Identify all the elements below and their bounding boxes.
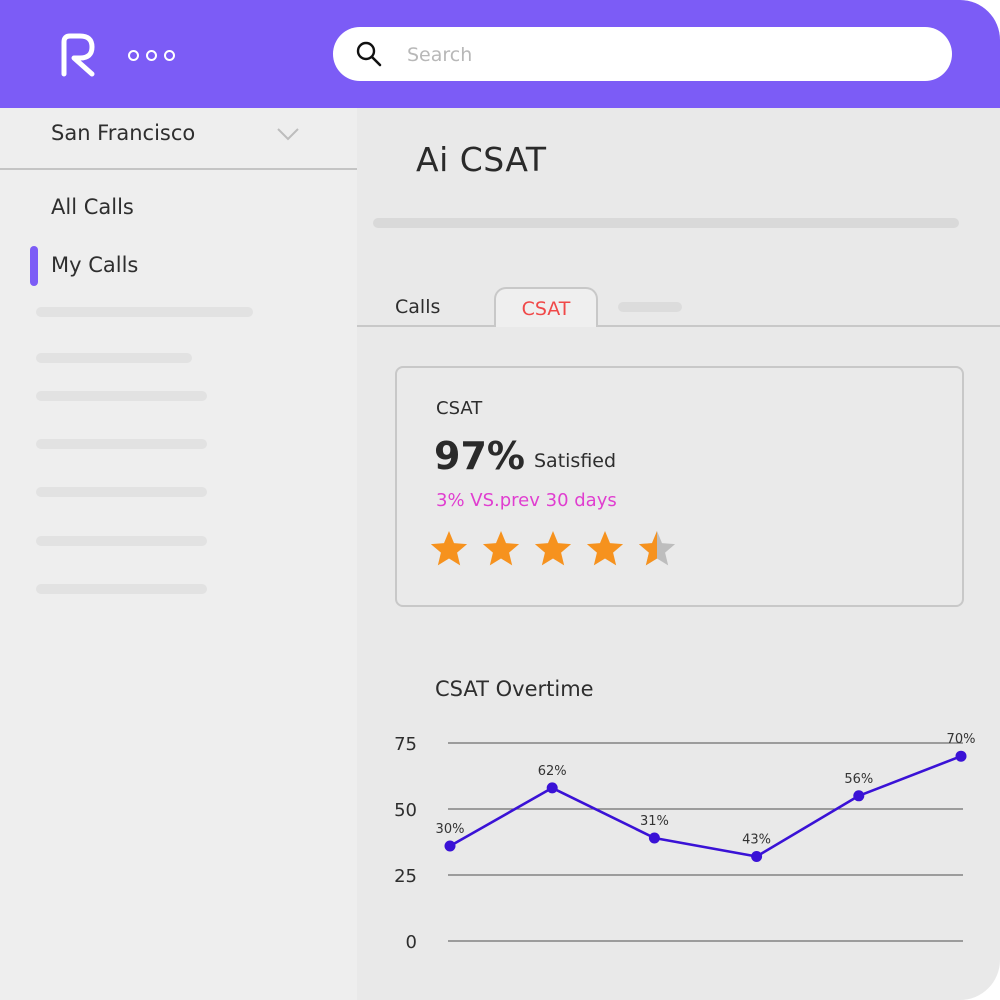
sidebar-item-label: My Calls [51, 253, 139, 277]
y-tick-label: 75 [394, 734, 417, 755]
star-icon [638, 531, 676, 566]
page-title: Ai CSAT [416, 140, 547, 179]
y-tick-label: 0 [406, 932, 417, 953]
placeholder-line [373, 218, 959, 228]
placeholder-line [36, 536, 207, 546]
sidebar: San Francisco All Calls My Calls [0, 108, 357, 1000]
placeholder-line [36, 353, 192, 363]
app-logo-icon [61, 33, 95, 77]
search-icon[interactable] [355, 40, 383, 68]
tab-calls[interactable]: Calls [395, 296, 441, 318]
tab-label: CSAT [521, 298, 571, 320]
data-point [751, 851, 763, 863]
data-point [546, 782, 558, 794]
sidebar-item-label: All Calls [51, 195, 134, 219]
data-point [955, 750, 967, 762]
csat-line-chart: 75 50 25 0 30% 62% 31% 43% 56% 70% [394, 732, 976, 953]
search-input[interactable] [405, 38, 909, 72]
tab-placeholder [618, 302, 682, 312]
data-label: 30% [436, 822, 465, 837]
tab-csat[interactable]: CSAT [494, 287, 598, 327]
chevron-down-icon[interactable] [276, 126, 300, 142]
placeholder-line [36, 307, 253, 317]
data-point [853, 790, 865, 802]
data-label: 62% [538, 764, 567, 779]
placeholder-line [36, 584, 207, 594]
csat-card: CSAT 97% Satisfied 3% VS.prev 30 days [395, 366, 964, 607]
y-tick-label: 25 [394, 866, 417, 887]
location-dropdown[interactable]: San Francisco [0, 108, 357, 170]
star-icon [586, 531, 624, 566]
sidebar-item-all-calls[interactable]: All Calls [0, 188, 357, 228]
search-bar[interactable] [333, 27, 952, 81]
tabs-divider [357, 325, 1000, 327]
star-icon [534, 531, 572, 566]
y-tick-label: 50 [394, 800, 417, 821]
star-icon [431, 531, 468, 566]
star-icon [482, 531, 520, 566]
card-title: CSAT [436, 398, 483, 419]
data-label: 56% [844, 772, 873, 787]
placeholder-line [36, 439, 207, 449]
main-content: Ai CSAT Calls CSAT CSAT 97% Satisfied 3%… [357, 108, 1000, 1000]
chart-title: CSAT Overtime [435, 677, 594, 701]
data-label: 43% [742, 833, 771, 848]
csat-unit: Satisfied [534, 450, 617, 472]
more-options-icon[interactable] [128, 50, 175, 61]
csat-value: 97% [434, 434, 525, 478]
sidebar-item-my-calls[interactable]: My Calls [0, 246, 357, 286]
data-label: 70% [947, 732, 976, 747]
series-line [449, 754, 962, 858]
data-point [444, 840, 456, 852]
star-rating [431, 531, 676, 566]
data-point [648, 832, 660, 844]
placeholder-line [36, 487, 207, 497]
top-bar [0, 0, 1000, 108]
location-label: San Francisco [51, 121, 196, 145]
data-label: 31% [640, 814, 669, 829]
csat-delta: 3% VS.prev 30 days [436, 490, 617, 511]
placeholder-line [36, 391, 207, 401]
active-indicator [30, 246, 38, 286]
